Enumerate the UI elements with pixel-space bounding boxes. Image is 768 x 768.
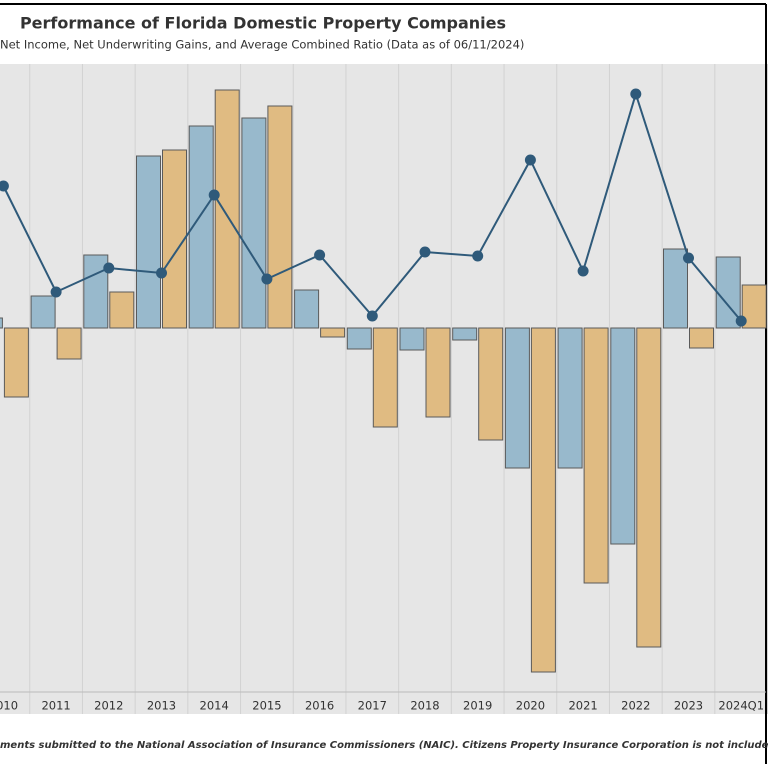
bar xyxy=(241,117,267,329)
point xyxy=(156,267,167,279)
bar xyxy=(399,327,425,351)
bar xyxy=(452,327,478,341)
point xyxy=(524,154,536,166)
footnote: ments submitted to the National Associat… xyxy=(0,740,768,751)
x-tick-label: 2022 xyxy=(621,699,650,713)
bar xyxy=(715,256,741,329)
bar xyxy=(320,327,346,338)
chart-subtitle: Net Income, Net Underwriting Gains, and … xyxy=(0,38,524,52)
x-tick-label: 2024Q1 xyxy=(718,699,764,713)
chart-title: Performance of Florida Domestic Property… xyxy=(20,14,506,33)
point xyxy=(366,310,378,322)
x-tick-label: 2011 xyxy=(41,699,70,713)
bar xyxy=(3,327,29,398)
point xyxy=(50,286,62,298)
x-tick-label: 2014 xyxy=(200,699,229,713)
bar xyxy=(583,327,609,584)
bar xyxy=(267,105,293,329)
point xyxy=(0,180,9,192)
bar xyxy=(557,327,583,469)
bar xyxy=(109,291,135,329)
point xyxy=(208,189,220,201)
x-tick-label: 2018 xyxy=(410,699,439,713)
point xyxy=(314,249,326,261)
bar xyxy=(346,327,372,350)
x-tick-label: 2015 xyxy=(252,699,281,713)
bar xyxy=(478,327,504,441)
point xyxy=(577,265,589,277)
x-tick-label: 2016 xyxy=(305,699,334,713)
point xyxy=(261,273,273,285)
x-tick-label: 2019 xyxy=(463,699,492,713)
bar xyxy=(504,327,530,469)
bar xyxy=(425,327,451,418)
point xyxy=(472,250,484,262)
bar xyxy=(610,327,636,545)
bar xyxy=(636,327,662,648)
bar xyxy=(0,317,3,329)
bar xyxy=(30,295,56,329)
bar xyxy=(294,289,320,329)
bar xyxy=(689,327,714,349)
bar xyxy=(162,149,187,329)
point xyxy=(683,252,694,264)
point xyxy=(103,262,115,274)
x-tick-label: 2020 xyxy=(516,699,545,713)
x-tick-label: 2021 xyxy=(568,699,597,713)
point xyxy=(735,315,747,327)
x-tick-label: 2013 xyxy=(147,699,176,713)
x-tick-label: 2012 xyxy=(94,699,123,713)
point xyxy=(630,88,642,100)
bar xyxy=(530,327,556,673)
bar xyxy=(56,327,82,360)
x-tick-label: 2010 xyxy=(0,699,18,713)
bar xyxy=(136,155,161,329)
point xyxy=(419,246,431,258)
x-tick-label: 2017 xyxy=(358,699,387,713)
bar xyxy=(663,248,688,329)
x-tick-label: 2023 xyxy=(674,699,703,713)
bar xyxy=(214,89,240,329)
bar xyxy=(372,327,398,428)
